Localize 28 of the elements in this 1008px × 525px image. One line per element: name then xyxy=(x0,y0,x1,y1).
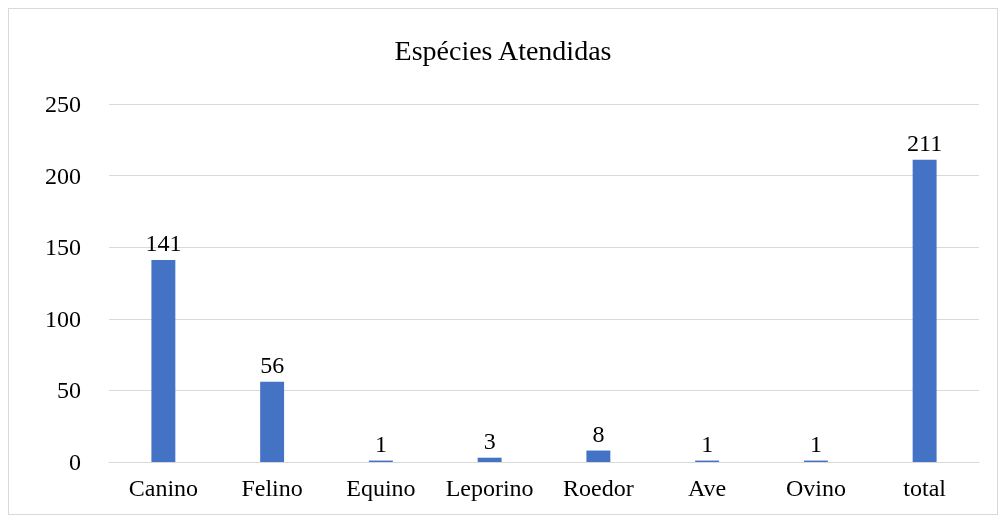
x-tick-label: Ave xyxy=(688,475,727,501)
chart-title: Espécies Atendidas xyxy=(394,34,612,66)
bar xyxy=(151,260,176,462)
x-tick-label: Ovino xyxy=(785,475,846,501)
y-tick-label: 150 xyxy=(45,234,81,261)
x-tick-label: Canino xyxy=(128,475,199,501)
data-label: 8 xyxy=(592,420,605,447)
x-tick-label: Leporino xyxy=(445,475,534,501)
y-tick-label: 200 xyxy=(45,162,81,189)
x-tick-label: Roedor xyxy=(563,475,634,501)
data-label: 1 xyxy=(374,430,387,457)
y-tick-label: 100 xyxy=(45,305,81,332)
y-tick-label: 250 xyxy=(45,91,81,117)
data-label: 211 xyxy=(907,129,943,156)
bar xyxy=(912,159,937,462)
bar xyxy=(477,457,502,462)
x-tick-label: total xyxy=(903,475,947,501)
data-label: 56 xyxy=(260,351,285,378)
bar xyxy=(260,381,285,462)
x-tick-label: Felino xyxy=(241,475,303,501)
data-label: 3 xyxy=(483,427,496,454)
data-label: 141 xyxy=(145,230,182,257)
y-tick-label: 50 xyxy=(57,377,81,404)
data-label: 1 xyxy=(809,430,822,457)
bar xyxy=(586,450,611,462)
data-label: 1 xyxy=(701,430,714,457)
x-tick-label: Equino xyxy=(346,475,416,501)
y-tick-label: 0 xyxy=(69,449,81,475)
